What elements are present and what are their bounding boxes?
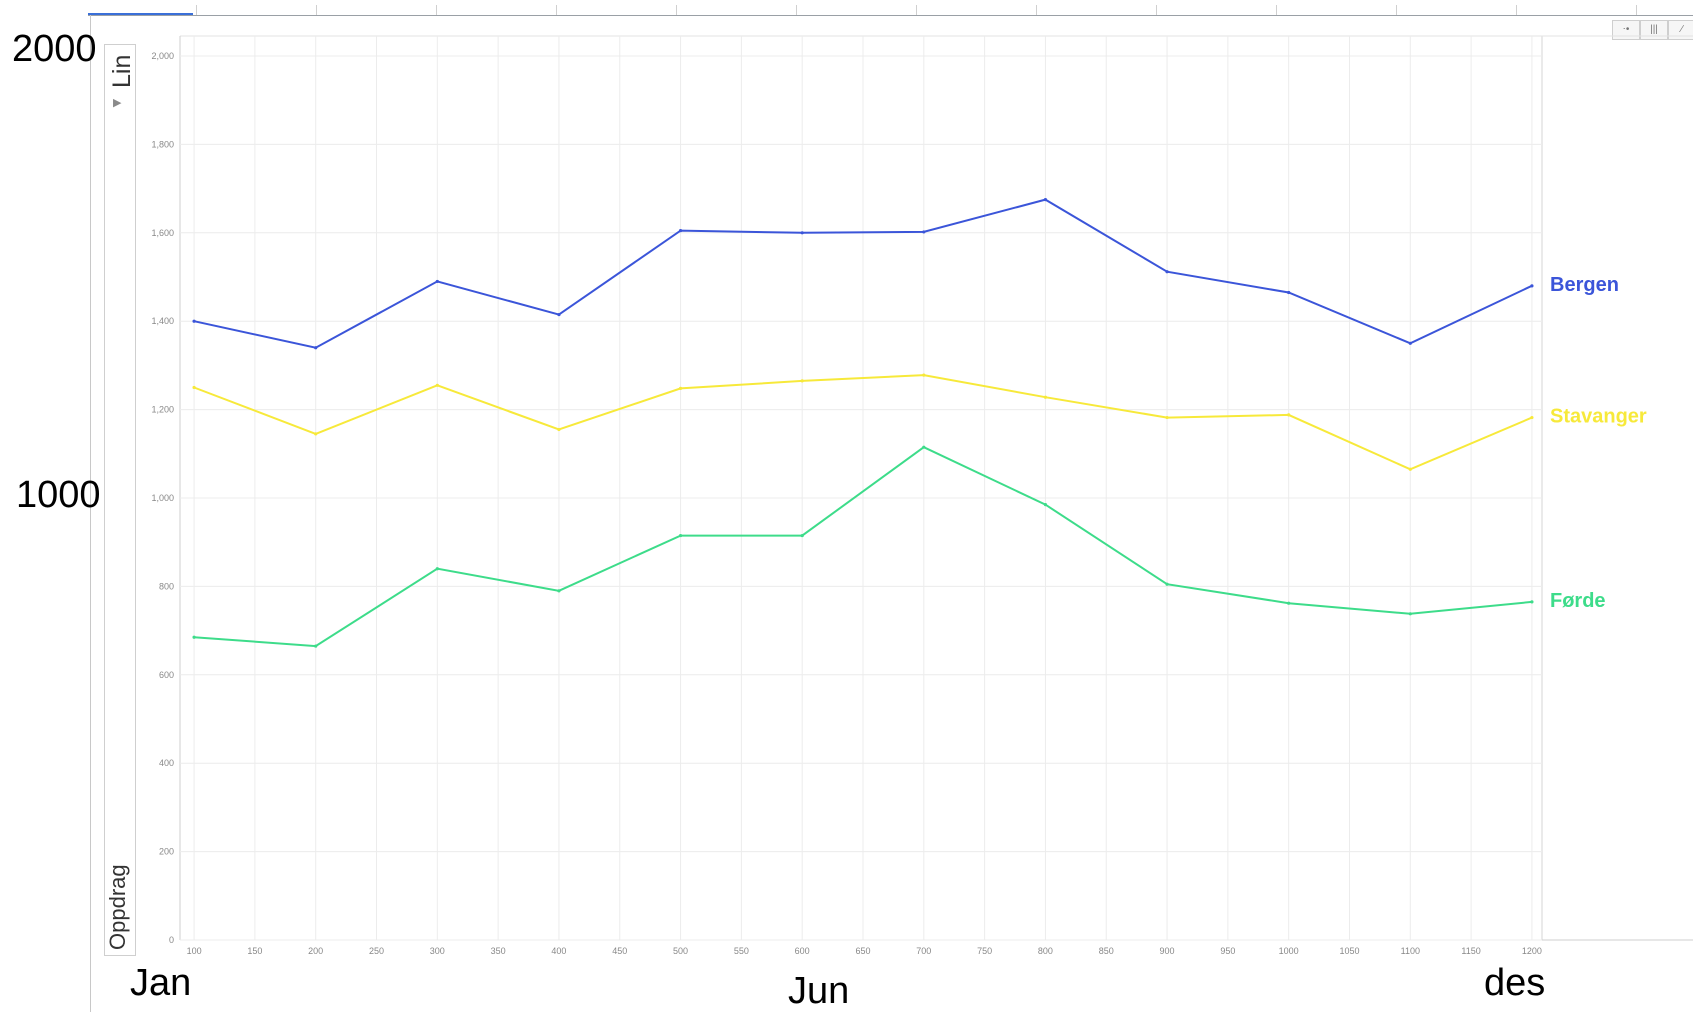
x-tick-label: 600 (795, 946, 810, 956)
x-tick-label: 900 (1160, 946, 1175, 956)
x-tick-label: 200 (308, 946, 323, 956)
data-point-bergen (1530, 284, 1534, 288)
data-point-stavanger (678, 386, 683, 390)
data-point-forde (314, 644, 318, 648)
y-tick-label: 1,200 (151, 405, 174, 415)
x-tick-label: 1200 (1522, 946, 1542, 956)
data-point-bergen (922, 230, 926, 234)
x-overlay-label-des: des (1484, 962, 1546, 1004)
y-tick-label: 2,000 (151, 51, 174, 61)
data-point-forde (678, 533, 683, 538)
data-point-stavanger (192, 385, 196, 390)
x-tick-label: 700 (916, 946, 931, 956)
y-tick-label: 200 (159, 847, 174, 857)
x-tick-label: 450 (612, 946, 627, 956)
y-overlay-label-mid: 1000 (16, 474, 101, 516)
x-tick-label: 1000 (1279, 946, 1299, 956)
series-line-stavanger (193, 374, 1533, 471)
series-label-stavanger: Stavanger (1550, 406, 1647, 428)
x-tick-label: 1050 (1339, 946, 1359, 956)
x-tick-label: 100 (187, 946, 202, 956)
x-tick-label: 550 (734, 946, 749, 956)
data-point-bergen (1043, 198, 1048, 202)
data-point-stavanger (1165, 415, 1169, 420)
data-point-bergen (1408, 341, 1412, 345)
line-chart-icon[interactable]: ∕ (1668, 20, 1693, 40)
y-tick-label: 1,800 (151, 139, 174, 149)
data-point-bergen (192, 319, 196, 323)
y-tick-label: 1,600 (151, 228, 174, 238)
x-tick-label: 750 (977, 946, 992, 956)
data-point-forde (1043, 503, 1048, 507)
x-tick-label: 1150 (1461, 946, 1480, 956)
x-tick-label: 800 (1038, 946, 1053, 956)
data-point-forde (557, 589, 561, 593)
series-label-forde: Førde (1550, 590, 1606, 612)
y-tick-label: 600 (159, 670, 174, 680)
data-point-stavanger (1287, 413, 1291, 417)
x-tick-label: 850 (1099, 946, 1114, 956)
x-tick-label: 250 (369, 946, 384, 956)
x-tick-label: 150 (247, 946, 262, 956)
data-point-stavanger (557, 427, 561, 432)
y-tick-label: 800 (159, 581, 174, 591)
data-point-forde (922, 445, 926, 449)
x-tick-label: 300 (430, 946, 445, 956)
x-tick-label: 400 (551, 946, 566, 956)
expand-arrow-icon[interactable]: ▶ (113, 97, 122, 109)
data-point-forde (435, 567, 439, 571)
bar-chart-icon[interactable]: ||| (1640, 20, 1668, 40)
y-tick-label: 1,400 (151, 316, 174, 326)
x-overlay-label-jun: Jun (788, 970, 850, 1012)
data-point-forde (1530, 600, 1534, 604)
data-point-bergen (678, 228, 683, 233)
data-point-bergen (557, 312, 561, 317)
data-point-stavanger (314, 432, 318, 436)
x-tick-label: 1100 (1401, 946, 1420, 956)
bubble-chart-icon[interactable]: ⋅• (1612, 20, 1640, 40)
data-point-forde (800, 533, 804, 538)
data-point-stavanger (1043, 395, 1048, 399)
data-point-stavanger (922, 373, 926, 377)
y-overlay-label-top: 2000 (12, 28, 97, 70)
y-tick-label: 400 (159, 758, 174, 768)
data-point-bergen (800, 231, 804, 235)
data-point-forde (1287, 601, 1291, 605)
data-point-bergen (1165, 270, 1169, 274)
y-tick-label: 1,000 (151, 493, 174, 503)
data-point-forde (192, 635, 196, 639)
series-label-bergen: Bergen (1550, 274, 1619, 296)
top-divider (88, 15, 1693, 16)
x-tick-label: 500 (673, 946, 688, 956)
data-point-forde (1408, 612, 1412, 616)
data-point-stavanger (1530, 415, 1534, 420)
x-tick-label: 950 (1220, 946, 1235, 956)
data-point-stavanger (800, 379, 804, 383)
series-line-bergen (193, 198, 1533, 349)
data-point-forde (1165, 582, 1169, 586)
y-tick-label: 0 (169, 935, 174, 945)
side-panel[interactable] (104, 44, 136, 956)
x-tick-label: 650 (855, 946, 870, 956)
x-overlay-label-jan: Jan (130, 962, 192, 1004)
left-divider (90, 15, 91, 1012)
series-line-forde (194, 446, 1532, 648)
top-scroll-indicator[interactable] (88, 13, 193, 15)
data-point-stavanger (435, 383, 439, 387)
chart-type-toolbar: ⋅• ||| ∕ (1612, 20, 1693, 40)
data-point-bergen (435, 279, 439, 284)
top-ruler (0, 0, 1693, 16)
data-point-bergen (314, 346, 318, 350)
data-point-bergen (1287, 290, 1291, 295)
data-point-stavanger (1408, 467, 1412, 471)
x-tick-label: 350 (491, 946, 506, 956)
